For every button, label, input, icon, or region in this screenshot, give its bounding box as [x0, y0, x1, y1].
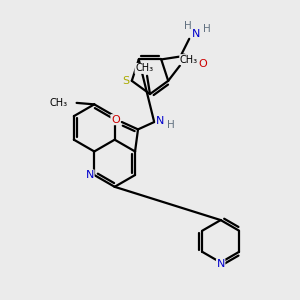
Text: N: N — [217, 259, 225, 269]
Text: O: O — [199, 59, 207, 69]
Text: N: N — [156, 116, 164, 126]
Text: N: N — [86, 170, 94, 180]
Text: S: S — [122, 76, 129, 86]
Text: N: N — [191, 28, 200, 38]
Text: CH₃: CH₃ — [135, 63, 153, 74]
Text: CH₃: CH₃ — [50, 98, 68, 108]
Text: H: H — [167, 120, 175, 130]
Text: H: H — [184, 21, 192, 31]
Text: CH₃: CH₃ — [180, 55, 198, 64]
Text: O: O — [111, 115, 120, 125]
Text: H: H — [203, 24, 211, 34]
